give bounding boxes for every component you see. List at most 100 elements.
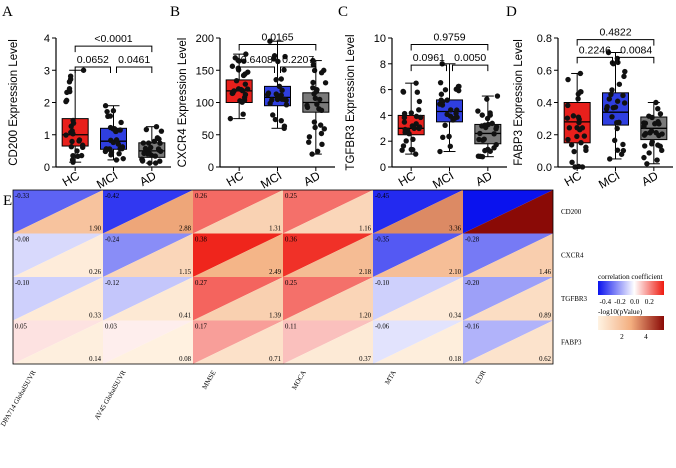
- data-point: [649, 114, 655, 121]
- data-point: [275, 58, 281, 65]
- data-point: [104, 108, 110, 115]
- pvalue-value: 0.37: [359, 356, 371, 363]
- data-point: [313, 88, 320, 95]
- pvalue-triangle: [373, 320, 463, 364]
- correlation-value: 0.26: [195, 193, 207, 200]
- data-point: [609, 114, 615, 120]
- panel-letter: E: [3, 193, 12, 209]
- data-point: [113, 137, 120, 143]
- correlation-value: 0.38: [195, 237, 207, 244]
- data-point: [310, 85, 316, 91]
- data-point: [654, 157, 660, 163]
- data-point: [239, 99, 245, 105]
- data-point: [442, 122, 448, 129]
- box-ad: [302, 57, 330, 157]
- x-tick-label: AD: [301, 168, 323, 189]
- data-point: [399, 147, 405, 153]
- data-point: [576, 119, 582, 126]
- data-point: [309, 151, 315, 157]
- p-legend-tick: 4: [644, 332, 648, 341]
- data-point: [241, 58, 247, 64]
- pvalue-triangle: [373, 233, 463, 277]
- data-point: [271, 56, 277, 62]
- data-point: [63, 97, 70, 104]
- data-point: [411, 125, 417, 132]
- pvalue-value: 1.20: [359, 313, 371, 320]
- data-point: [229, 63, 236, 69]
- data-point: [614, 125, 620, 132]
- data-point: [282, 53, 288, 60]
- y-tick-label: 2: [380, 136, 386, 148]
- correlation-value: 0.36: [285, 237, 297, 244]
- data-point: [479, 112, 485, 118]
- data-point: [318, 107, 325, 113]
- p-colorbar: [598, 316, 664, 330]
- pvalue-value: 1.46: [539, 269, 551, 276]
- data-point: [244, 86, 251, 92]
- bracket-line: [238, 43, 317, 51]
- data-point: [565, 76, 571, 83]
- data-point: [653, 99, 659, 106]
- correlation-heatmap: E -0.331.90-0.422.880.261.310.251.16-0.45…: [0, 189, 664, 428]
- data-point: [102, 103, 109, 109]
- data-point: [78, 152, 85, 159]
- data-point: [115, 141, 122, 147]
- comparison-bracket: 0.0961: [410, 52, 447, 72]
- heatmap-cell: 0.36 2.18: [283, 233, 373, 277]
- data-point: [242, 81, 249, 87]
- bracket-line: [238, 66, 275, 74]
- data-point: [76, 137, 83, 143]
- data-point: [158, 128, 165, 134]
- correlation-value: 0.27: [195, 280, 207, 287]
- data-point: [80, 144, 86, 151]
- pvalue-triangle: [283, 277, 373, 321]
- data-point: [70, 131, 76, 137]
- data-point: [306, 134, 313, 140]
- data-point: [482, 147, 488, 154]
- y-tick-label: 0: [380, 162, 386, 174]
- data-point: [70, 153, 76, 159]
- data-point: [236, 58, 242, 64]
- data-point: [116, 150, 122, 157]
- data-point: [475, 108, 481, 114]
- pvalue-triangle: [103, 277, 193, 321]
- data-point: [614, 120, 620, 126]
- data-point: [447, 143, 454, 150]
- pvalue-value: 0.62: [539, 356, 551, 363]
- data-point: [657, 111, 664, 117]
- pvalue-triangle: [193, 277, 283, 321]
- data-point: [70, 120, 77, 126]
- data-point: [400, 89, 407, 95]
- comparison-bracket: 0.0652: [74, 54, 111, 74]
- data-point: [491, 145, 497, 151]
- heatmap-cell: -0.42 2.88: [103, 190, 193, 234]
- correlation-value: -0.10: [375, 280, 390, 287]
- column-label: MOCA: [290, 369, 307, 391]
- heatmap-cell: 0.25 1.20: [283, 277, 373, 321]
- p-value-label: 0.0652: [77, 54, 109, 66]
- box-ad: [640, 99, 668, 167]
- data-point: [437, 79, 444, 86]
- data-point: [442, 87, 449, 93]
- y-tick-label: 0: [44, 162, 50, 174]
- data-point: [408, 146, 414, 153]
- data-point: [281, 67, 287, 73]
- p-value-label: 0.9759: [433, 31, 465, 43]
- data-point: [241, 94, 248, 101]
- data-point: [110, 108, 117, 114]
- data-point: [406, 130, 412, 137]
- comparison-bracket: 0.0165: [238, 31, 317, 51]
- data-point: [446, 133, 452, 140]
- heatmap-legend: correlation coefficient -0.4 -0.2 0.0 0.2-lo…: [598, 272, 664, 341]
- pvalue-triangle: [463, 190, 553, 234]
- heatmap-cell: 0.38 2.49: [193, 233, 283, 277]
- column-label: MTA: [383, 369, 397, 386]
- pvalue-triangle: [283, 320, 373, 364]
- data-point: [152, 160, 159, 166]
- data-point: [620, 92, 626, 99]
- data-point: [487, 112, 493, 118]
- x-tick-label: HC: [60, 168, 82, 189]
- data-point: [620, 147, 627, 154]
- y-tick-label: 0.2: [537, 130, 552, 142]
